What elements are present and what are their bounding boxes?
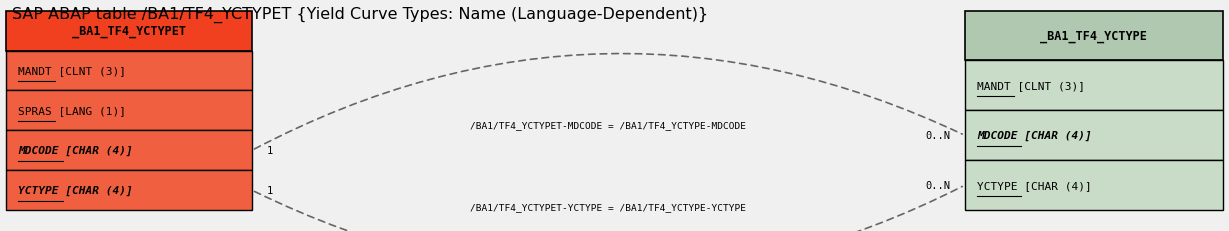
Bar bbox=[6, 12, 252, 51]
Text: 1: 1 bbox=[267, 185, 273, 195]
Text: _BA1_TF4_YCTYPE: _BA1_TF4_YCTYPE bbox=[1041, 30, 1147, 43]
Text: _BA1_TF4_YCTYPET: _BA1_TF4_YCTYPET bbox=[73, 25, 186, 38]
Bar bbox=[965, 61, 1223, 111]
Text: SPRAS [LANG (1)]: SPRAS [LANG (1)] bbox=[18, 106, 127, 116]
Bar bbox=[6, 91, 252, 131]
Bar bbox=[965, 111, 1223, 161]
Text: /BA1/TF4_YCTYPET-MDCODE = /BA1/TF4_YCTYPE-MDCODE: /BA1/TF4_YCTYPET-MDCODE = /BA1/TF4_YCTYP… bbox=[471, 120, 746, 129]
Text: 0..N: 0..N bbox=[925, 180, 950, 190]
Text: 0..N: 0..N bbox=[925, 131, 950, 141]
Bar bbox=[6, 51, 252, 91]
Text: MDCODE [CHAR (4)]: MDCODE [CHAR (4)] bbox=[18, 146, 133, 156]
Text: YCTYPE [CHAR (4)]: YCTYPE [CHAR (4)] bbox=[18, 185, 133, 195]
Text: 1: 1 bbox=[267, 146, 273, 156]
Text: MANDT [CLNT (3)]: MANDT [CLNT (3)] bbox=[977, 81, 1085, 91]
Text: /BA1/TF4_YCTYPET-YCTYPE = /BA1/TF4_YCTYPE-YCTYPE: /BA1/TF4_YCTYPET-YCTYPE = /BA1/TF4_YCTYP… bbox=[471, 202, 746, 211]
Bar bbox=[6, 131, 252, 170]
Text: SAP ABAP table /BA1/TF4_YCTYPET {Yield Curve Types: Name (Language-Dependent)}: SAP ABAP table /BA1/TF4_YCTYPET {Yield C… bbox=[12, 7, 708, 23]
Text: YCTYPE [CHAR (4)]: YCTYPE [CHAR (4)] bbox=[977, 180, 1091, 190]
Text: MDCODE [CHAR (4)]: MDCODE [CHAR (4)] bbox=[977, 131, 1091, 141]
Text: MANDT [CLNT (3)]: MANDT [CLNT (3)] bbox=[18, 66, 127, 76]
Bar bbox=[6, 170, 252, 210]
Bar bbox=[965, 161, 1223, 210]
Bar bbox=[965, 12, 1223, 61]
